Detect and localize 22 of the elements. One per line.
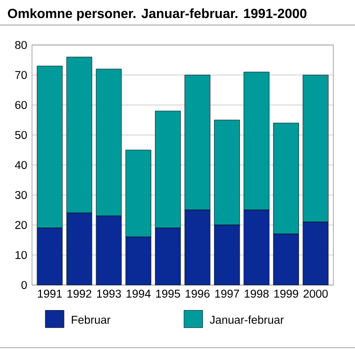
x-tick-label: 1999 [274,290,298,298]
x-tick-label: 1996 [186,290,210,298]
y-tick-label: 0 [21,280,27,289]
x-tick-label: 1993 [97,290,121,298]
x-tick-label: 1991 [38,290,62,298]
legend-label: Februar [72,315,110,324]
chart-title: Omkomne personer. Januar-februar. 1991-2000 [8,8,306,21]
x-tick-label: 1995 [156,290,180,298]
x-tick-label: 1992 [68,290,92,298]
y-tick-label: 20 [15,220,27,229]
y-tick-label: 80 [15,41,27,50]
y-tick-label: 40 [14,160,27,169]
legend-label: Januar-februar [210,315,284,324]
y-tick-label: 10 [16,250,27,259]
x-tick-label: 1998 [244,290,269,298]
x-tick-label: 1994 [126,290,151,298]
y-tick-label: 70 [15,70,27,80]
y-tick-label: 30 [15,190,27,199]
y-tick-label: 60 [15,100,27,110]
y-tick-label: 50 [15,130,27,139]
x-tick-label: 2000 [304,290,328,298]
x-tick-label: 1997 [215,290,240,298]
